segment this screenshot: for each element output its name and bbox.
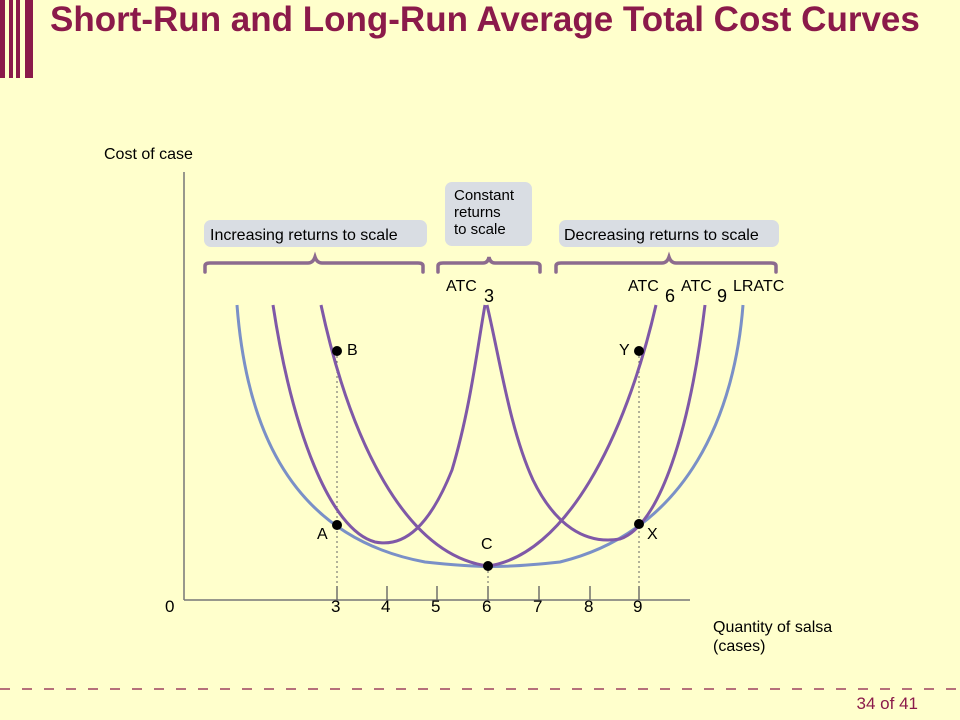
point-x-label: X [647, 526, 658, 543]
page-title: Short-Run and Long-Run Average Total Cos… [50, 0, 920, 39]
atc3-curve [271, 304, 487, 545]
constant-returns-brace [436, 256, 542, 274]
constant-returns-label-line-1: Constant [454, 187, 515, 204]
atc3-subscript: 3 [484, 286, 494, 306]
point-y-label: Y [619, 342, 630, 359]
tick-label-5: 5 [431, 597, 440, 616]
atc6-subscript: 6 [665, 286, 675, 306]
point-a-label: A [317, 526, 328, 543]
decreasing-returns-box [559, 220, 779, 247]
point-x-marker [634, 519, 644, 529]
decreasing-returns-brace [554, 251, 778, 274]
increasing-returns-box [204, 220, 427, 247]
atc9-subscript: 9 [717, 286, 727, 306]
point-c-marker [483, 561, 493, 571]
point-y-marker [634, 346, 644, 356]
increasing-returns-label: Increasing returns to scale [210, 227, 398, 244]
constant-returns-label-line-3: to scale [454, 221, 506, 238]
decreasing-returns-label: Decreasing returns to scale [564, 227, 759, 244]
constant-returns-box [445, 182, 532, 246]
atc9-curve [485, 304, 707, 542]
atc3-label: ATC [446, 278, 477, 295]
atc6-label: ATC [628, 278, 659, 295]
tick-label-9: 9 [633, 597, 642, 616]
tick-label-8: 8 [584, 597, 593, 616]
slide-number: 34 of 41 [856, 694, 918, 713]
point-b-marker [332, 346, 342, 356]
x-axis-label-line-2: (cases) [713, 638, 765, 655]
lratc-label: LRATC [733, 278, 784, 295]
atc9-label: ATC [681, 278, 712, 295]
tick-label-7: 7 [533, 597, 542, 616]
lratc-curve [235, 304, 745, 568]
tick-label-3: 3 [331, 597, 340, 616]
point-a-marker [332, 520, 342, 530]
point-c-label: C [481, 536, 493, 553]
atc6-curve [319, 304, 658, 568]
x-axis-ticks [336, 586, 640, 600]
tick-label-4: 4 [381, 597, 390, 616]
constant-returns-label-line-2: returns [454, 204, 501, 221]
title-accent-bars [0, 0, 34, 78]
increasing-returns-brace [203, 251, 425, 274]
point-b-label: B [347, 342, 358, 359]
x-axis-label-line-1: Quantity of salsa [713, 619, 832, 636]
y-axis-label: Cost of case [104, 146, 193, 163]
origin-label: 0 [165, 597, 174, 616]
tick-label-6: 6 [482, 597, 491, 616]
